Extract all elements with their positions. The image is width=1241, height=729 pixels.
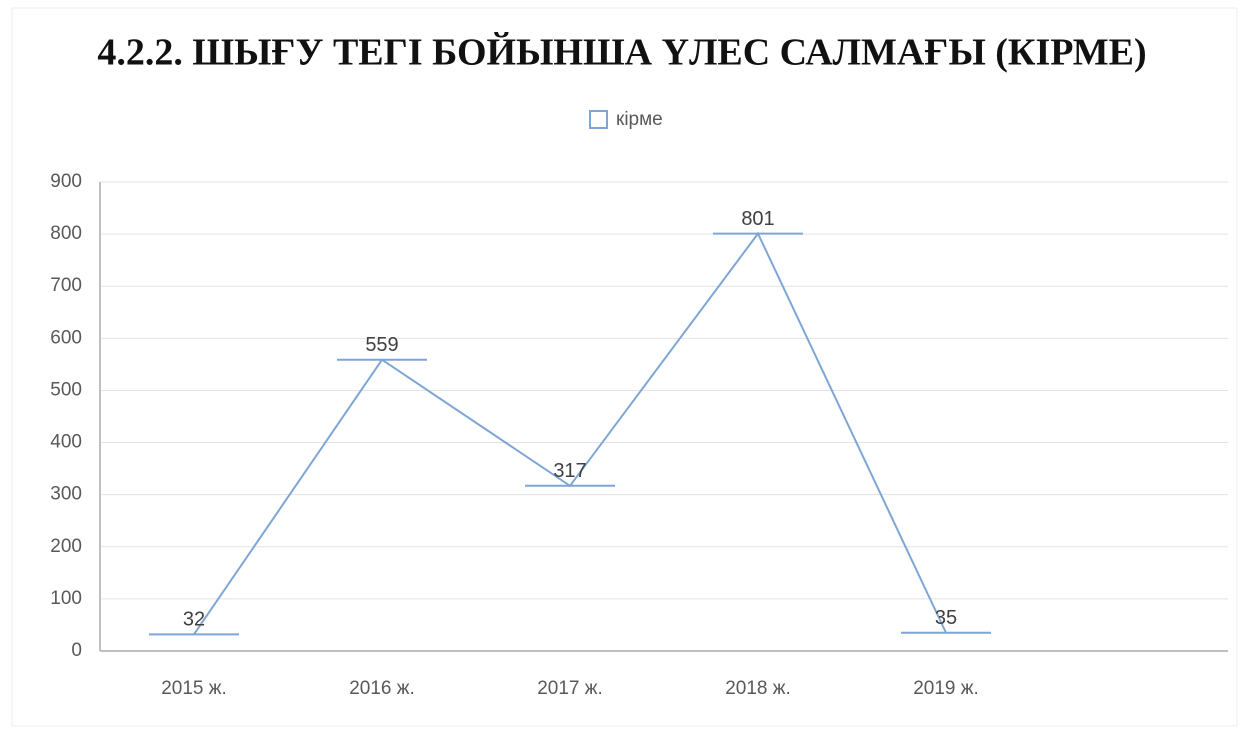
y-tick-label: 300	[50, 484, 82, 505]
y-tick-label: 900	[50, 171, 82, 192]
chart-title: 4.2.2. ШЫҒУ ТЕГІ БОЙЫНША ҮЛЕС САЛМАҒЫ (К…	[97, 32, 1146, 74]
x-tick-label: 2016 ж.	[349, 678, 415, 699]
y-tick-label: 600	[50, 327, 82, 348]
y-tick-label: 400	[50, 432, 82, 453]
data-label: 559	[365, 334, 398, 356]
frame	[11, 7, 1238, 727]
y-tick-label: 800	[50, 223, 82, 244]
legend-label: кірме	[616, 109, 663, 130]
data-label: 801	[741, 208, 774, 230]
y-tick-label: 0	[71, 640, 82, 661]
data-label: 317	[553, 460, 586, 482]
y-tick-label: 500	[50, 379, 82, 400]
data-label: 35	[935, 607, 957, 629]
x-tick-label: 2017 ж.	[537, 678, 603, 699]
y-tick-label: 100	[50, 588, 82, 609]
legend-swatch	[589, 110, 608, 129]
x-tick-label: 2019 ж.	[913, 678, 979, 699]
x-tick-label: 2018 ж.	[725, 678, 791, 699]
y-tick-label: 700	[50, 275, 82, 296]
series-line	[193, 231, 947, 635]
data-label: 32	[183, 609, 205, 631]
x-tick-label: 2015 ж.	[161, 678, 227, 699]
y-tick-label: 200	[50, 536, 82, 557]
